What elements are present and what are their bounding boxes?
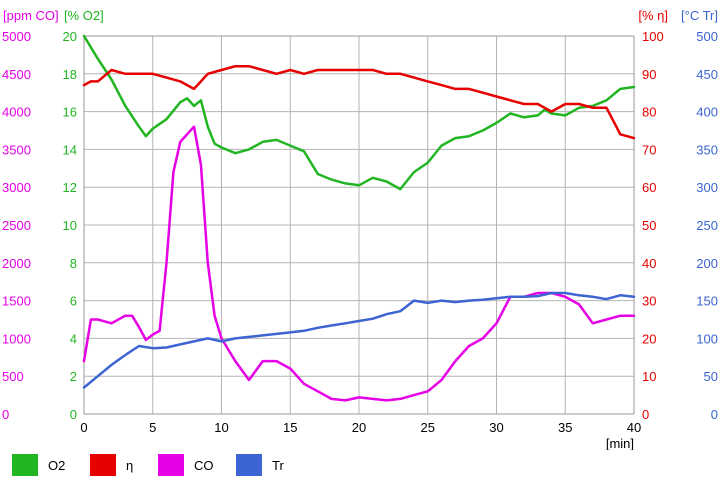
y-tick-label-co: 5000	[2, 29, 31, 44]
y-tick-label-co: 2000	[2, 256, 31, 271]
plot-frame	[83, 35, 635, 415]
y-tick-label-co: 3000	[2, 180, 31, 195]
legend-swatch-co	[158, 454, 184, 476]
y-tick-label-o2: 20	[63, 29, 77, 44]
y-tick-label-o2: 6	[70, 294, 77, 309]
y-tick-label-co: 4500	[2, 67, 31, 82]
x-tick-label: 35	[558, 420, 572, 435]
x-tick-label: 10	[214, 420, 228, 435]
y-tick-label-eta: 60	[642, 180, 656, 195]
y-tick-label-o2: 0	[70, 407, 77, 422]
y-tick-label-tr: 350	[696, 142, 718, 157]
legend-item-tr: Tr	[236, 452, 284, 478]
axis-title-tr: [°C Tr]	[681, 8, 718, 23]
y-tick-label-eta: 20	[642, 331, 656, 346]
y-tick-label-co: 1500	[2, 294, 31, 309]
y-tick-label-tr: 100	[696, 331, 718, 346]
y-tick-label-tr: 50	[704, 369, 718, 384]
legend-swatch-eta	[90, 454, 116, 476]
y-tick-label-eta: 30	[642, 294, 656, 309]
y-tick-label-eta: 90	[642, 67, 656, 82]
y-tick-label-eta: 80	[642, 105, 656, 120]
y-tick-label-o2: 4	[70, 331, 77, 346]
y-tick-label-co: 3500	[2, 142, 31, 157]
y-tick-label-tr: 450	[696, 67, 718, 82]
y-tick-label-o2: 2	[70, 369, 77, 384]
series-line-tr	[82, 291, 636, 389]
legend-item-co: CO	[158, 452, 214, 478]
series-line-o2	[82, 34, 636, 191]
y-tick-label-tr: 300	[696, 180, 718, 195]
y-tick-label-eta: 50	[642, 218, 656, 233]
y-tick-label-o2: 8	[70, 256, 77, 271]
y-tick-label-o2: 12	[63, 180, 77, 195]
legend-label-tr: Tr	[272, 457, 284, 473]
y-tick-label-co: 1000	[2, 331, 31, 346]
legend: O2 η CO Tr	[0, 452, 720, 478]
x-tick-label: 0	[80, 420, 87, 435]
legend-item-o2: O2	[12, 452, 65, 478]
axis-title-eta: [% η]	[638, 8, 668, 23]
y-tick-label-tr: 500	[696, 29, 718, 44]
x-tick-label: 15	[283, 420, 297, 435]
y-tick-label-o2: 10	[63, 218, 77, 233]
y-tick-label-eta: 40	[642, 256, 656, 271]
x-axis-title: [min]	[606, 436, 634, 450]
legend-label-eta: η	[126, 457, 134, 473]
legend-label-o2: O2	[48, 457, 66, 473]
y-tick-label-tr: 150	[696, 294, 718, 309]
y-tick-label-eta: 100	[642, 29, 664, 44]
axis-title-o2: [% O2]	[64, 8, 104, 23]
axis-title-co: [ppm CO]	[3, 8, 59, 23]
y-tick-label-eta: 10	[642, 369, 656, 384]
x-tick-label: 25	[421, 420, 435, 435]
y-tick-label-eta: 70	[642, 142, 656, 157]
y-tick-label-co: 2500	[2, 218, 31, 233]
y-tick-label-co: 0	[2, 407, 9, 422]
y-tick-label-tr: 250	[696, 218, 718, 233]
legend-label-co: CO	[194, 457, 214, 473]
x-tick-label: 40	[627, 420, 641, 435]
x-tick-label: 20	[352, 420, 366, 435]
y-tick-label-tr: 200	[696, 256, 718, 271]
legend-item-eta: η	[90, 452, 133, 478]
chart-canvas: 0500100015002000250030003500400045005000…	[2, 8, 718, 450]
x-tick-label: 5	[149, 420, 156, 435]
y-tick-label-o2: 18	[63, 67, 77, 82]
y-tick-label-co: 4000	[2, 105, 31, 120]
y-tick-label-eta: 0	[642, 407, 649, 422]
x-tick-label: 30	[489, 420, 503, 435]
y-tick-label-tr: 0	[711, 407, 718, 422]
y-tick-label-tr: 400	[696, 105, 718, 120]
series-line-eta	[82, 64, 636, 140]
legend-swatch-tr	[236, 454, 262, 476]
y-tick-label-o2: 14	[63, 142, 77, 157]
y-tick-label-o2: 16	[63, 105, 77, 120]
y-tick-label-co: 500	[2, 369, 24, 384]
legend-swatch-o2	[12, 454, 38, 476]
